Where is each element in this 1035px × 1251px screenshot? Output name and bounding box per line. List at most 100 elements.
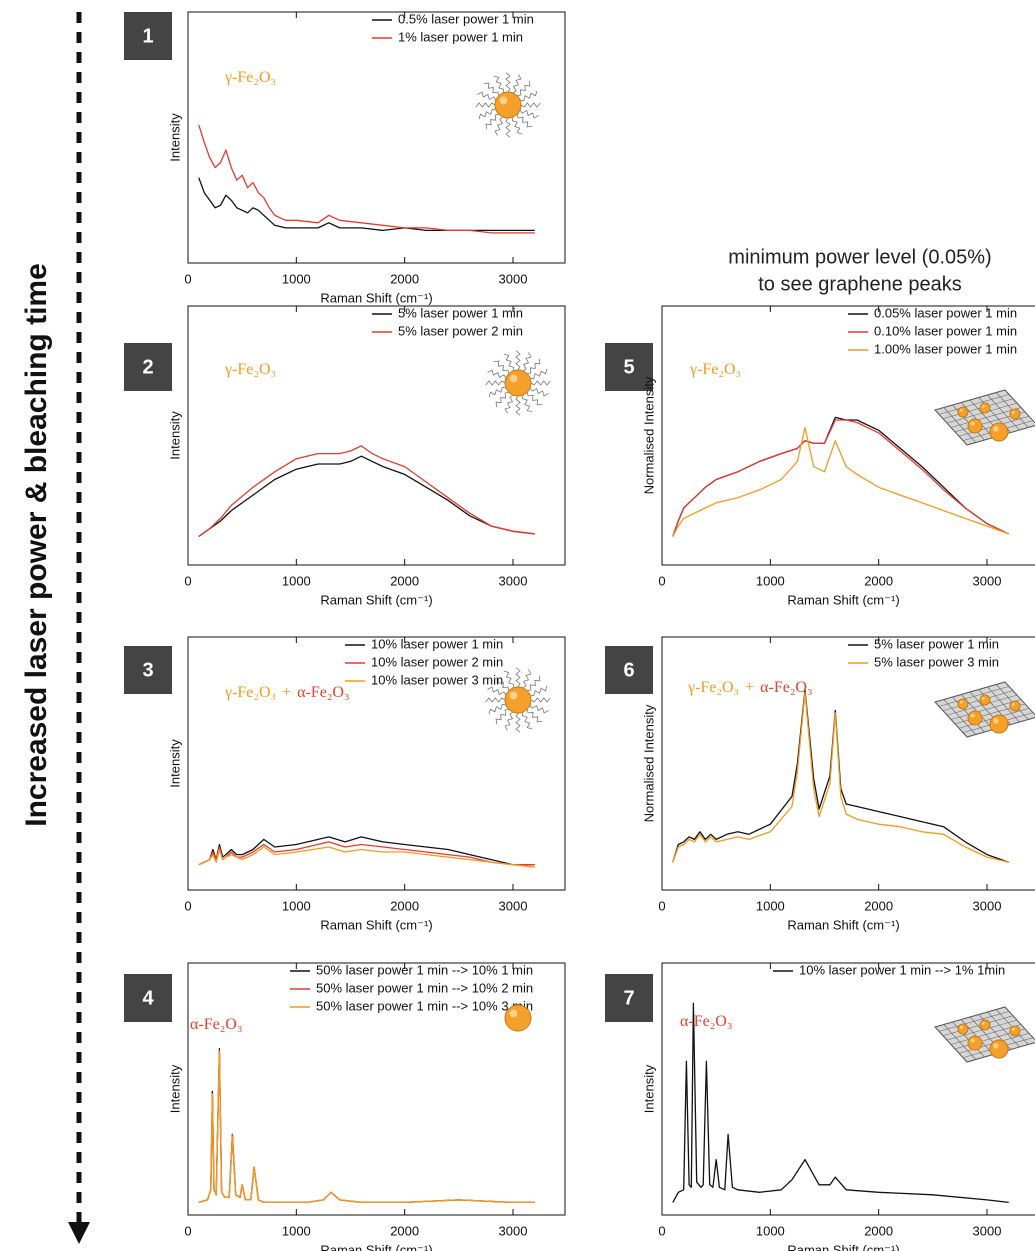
spectrum-line [199, 1051, 535, 1202]
annotation: minimum power level (0.05%) [728, 246, 991, 268]
ligand [527, 359, 540, 374]
ligand [527, 392, 542, 405]
plot-frame [188, 12, 565, 263]
y-axis-label: Normalised Intensity [641, 376, 656, 494]
ligand [523, 669, 531, 688]
x-tick-label: 0 [658, 573, 665, 588]
x-axis-label: Raman Shift (cm⁻¹) [787, 917, 899, 932]
nanoparticle [990, 715, 1008, 733]
nanoparticle [990, 1040, 1008, 1058]
ligand [517, 114, 532, 127]
y-axis-label: Intensity [167, 739, 182, 788]
phase-label: α-Fe₂O₃ [680, 1013, 732, 1030]
ligand [520, 91, 537, 101]
phase-part: γ-Fe₂O₃ [689, 361, 741, 378]
ligand [520, 110, 539, 118]
plot-frame [188, 306, 565, 565]
highlight [510, 692, 518, 700]
legend-label: 50% laser power 1 min --> 10% 3 min [316, 998, 533, 1013]
x-tick-label: 2000 [390, 898, 419, 913]
phase-part: γ-Fe₂O₃ [224, 684, 276, 701]
plot-frame [662, 637, 1035, 890]
spectrum-line [673, 420, 1009, 537]
x-tick-label: 1000 [282, 271, 311, 286]
x-tick-label: 1000 [756, 1223, 785, 1238]
x-tick-label: 0 [184, 898, 191, 913]
ligand [494, 76, 504, 93]
ligand [530, 388, 549, 396]
ligand [479, 109, 496, 119]
page: Increased laser power & bleaching time 1… [0, 0, 1035, 1251]
ligand [517, 81, 530, 96]
phase-part: γ-Fe₂O₃ [687, 679, 739, 696]
x-axis-label: Raman Shift (cm⁻¹) [320, 917, 432, 932]
phase-part: γ-Fe₂O₃ [224, 69, 276, 86]
x-tick-label: 2000 [390, 573, 419, 588]
x-tick-label: 3000 [973, 573, 1002, 588]
ligand [522, 395, 532, 412]
x-tick-label: 0 [184, 573, 191, 588]
nanoparticle [1010, 409, 1020, 419]
phase-part: + [745, 679, 754, 696]
highlight [982, 405, 985, 408]
highlight [993, 1043, 998, 1048]
legend-label: 1.00% laser power 1 min [874, 341, 1017, 356]
ligand [505, 395, 513, 414]
nanoparticle [980, 1020, 990, 1030]
highlight [960, 1026, 963, 1029]
highlight [1012, 411, 1015, 414]
ligand [486, 698, 505, 702]
phase-part: α-Fe₂O₃ [297, 684, 349, 701]
ligand [496, 709, 509, 724]
ligand [487, 370, 506, 378]
x-tick-label: 1000 [756, 573, 785, 588]
ligand [504, 354, 514, 371]
ligand [506, 73, 510, 92]
ligand [505, 712, 513, 731]
phase-label: γ-Fe₂O₃ [224, 69, 276, 86]
x-tick-label: 2000 [864, 1223, 893, 1238]
y-axis-label: Intensity [167, 411, 182, 460]
x-axis-label: Raman Shift (cm⁻¹) [320, 592, 432, 607]
phase-part: α-Fe₂O₃ [760, 679, 812, 696]
legend-label: 0.05% laser power 1 min [874, 305, 1017, 320]
ligand [516, 668, 520, 687]
ligand [476, 103, 495, 107]
ligand [487, 687, 506, 695]
nanoparticle [990, 423, 1008, 441]
x-tick-label: 3000 [499, 898, 528, 913]
ligand [504, 671, 514, 688]
x-tick-label: 3000 [499, 271, 528, 286]
legend-label: 50% laser power 1 min --> 10% 2 min [316, 980, 533, 995]
ligand [531, 381, 550, 385]
ligand [530, 369, 547, 379]
x-tick-label: 2000 [390, 1223, 419, 1238]
ligand [495, 117, 503, 136]
highlight [510, 375, 518, 383]
ligand [513, 74, 521, 93]
ligand [516, 713, 520, 732]
x-tick-label: 2000 [864, 573, 893, 588]
highlight [960, 409, 963, 412]
ligand [521, 103, 540, 107]
highlight [500, 97, 508, 105]
highlight [993, 718, 998, 723]
ligand [506, 118, 510, 137]
ligand [530, 686, 547, 696]
legend-label: 5% laser power 1 min [874, 636, 999, 651]
highlight [510, 1010, 518, 1018]
legend-label: 5% laser power 3 min [874, 654, 999, 669]
ligand [522, 712, 532, 729]
x-axis-label: Raman Shift (cm⁻¹) [320, 1242, 432, 1251]
legend-label: 10% laser power 3 min [371, 672, 503, 687]
spectrum-line [199, 125, 535, 233]
legend-label: 10% laser power 1 min [371, 636, 503, 651]
legend-label: 0.10% laser power 1 min [874, 323, 1017, 338]
ligand [489, 704, 506, 714]
ligand [527, 676, 540, 691]
spectrum-line [199, 456, 535, 536]
ligand [523, 352, 531, 371]
phase-part: α-Fe₂O₃ [680, 1013, 732, 1030]
arrow-head [68, 1222, 90, 1244]
